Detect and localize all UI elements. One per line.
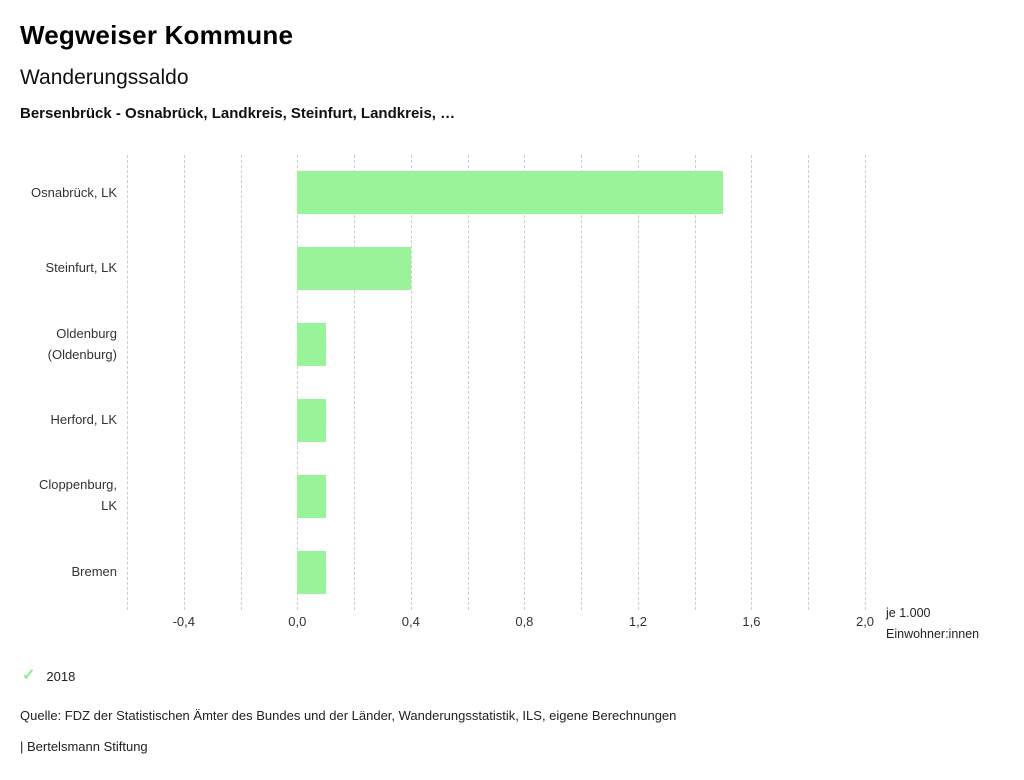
category-label-3: Herford, LK xyxy=(50,412,117,428)
gridline xyxy=(694,155,696,610)
gridline xyxy=(240,155,242,610)
x-axis-ticks: -0,4 0,0 0,4 0,8 1,2 1,6 2,0 xyxy=(127,610,874,632)
app-title: Wegweiser Kommune xyxy=(20,20,294,50)
bar-2 xyxy=(297,323,326,367)
gridline xyxy=(183,155,185,610)
gridline xyxy=(410,155,412,610)
category-label-2: Oldenburg (Oldenburg) xyxy=(47,325,117,362)
bar-4 xyxy=(297,474,326,518)
check-icon: ✓ xyxy=(22,667,36,684)
gridline xyxy=(751,155,753,610)
plot-area xyxy=(127,155,866,610)
x-axis-unit-label: je 1.000 Einwohner:innen xyxy=(886,603,979,644)
legend-item-2018[interactable]: ✓ 2018 xyxy=(22,668,75,684)
x-tick-5: 1,6 xyxy=(742,614,761,629)
x-tick-2: 0,4 xyxy=(401,614,420,629)
x-tick-1: 0,0 xyxy=(288,614,307,629)
bar-5 xyxy=(297,550,326,594)
branding-text: | Bertelsmann Stiftung xyxy=(20,739,148,754)
gridline xyxy=(354,155,356,610)
legend-label: 2018 xyxy=(46,668,76,684)
source-text: Quelle: FDZ der Statistischen Ämter des … xyxy=(20,708,677,723)
x-tick-0: -0,4 xyxy=(172,614,195,629)
unit-label-line-2: Einwohner:innen xyxy=(886,626,980,641)
category-label-1: Steinfurt, LK xyxy=(45,260,117,276)
gridline xyxy=(865,155,866,610)
gridline xyxy=(581,155,583,610)
category-label-5: Bremen xyxy=(71,563,117,579)
y-axis-labels: Osnabrück, LK Steinfurt, LK Oldenburg (Old… xyxy=(0,155,127,610)
gridline xyxy=(808,155,810,610)
gridline xyxy=(127,155,128,610)
category-label-0: Osnabrück, LK xyxy=(31,184,117,200)
bar-3 xyxy=(297,398,326,442)
x-tick-4: 1,2 xyxy=(628,614,647,629)
bar-0 xyxy=(297,171,724,215)
gridline xyxy=(467,155,469,610)
chart-title: Bersenbrück - Osnabrück, Landkreis, Stei… xyxy=(20,105,456,122)
x-tick-3: 0,8 xyxy=(515,614,534,629)
bar-1 xyxy=(297,247,411,291)
category-label-4: Cloppenburg, LK xyxy=(38,477,117,514)
gridline xyxy=(637,155,639,610)
unit-label-line-1: je 1.000 xyxy=(886,606,931,620)
gridline xyxy=(524,155,526,610)
x-tick-6: 2,0 xyxy=(855,614,875,629)
gridline xyxy=(297,155,299,610)
page-title: Wanderungssaldo xyxy=(20,66,189,89)
bar-chart: Osnabrück, LK Steinfurt, LK Oldenburg (Old… xyxy=(0,155,1024,610)
